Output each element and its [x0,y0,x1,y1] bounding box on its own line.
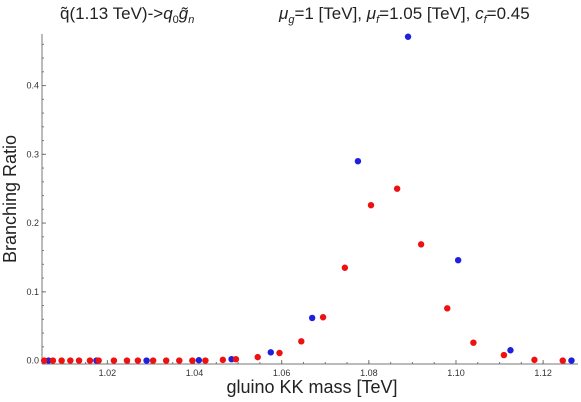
data-point-series-1 [568,357,575,364]
data-point-series-2 [276,349,283,357]
data-point-series-2 [319,314,327,321]
data-point-series-2 [202,357,209,364]
data-point-series-2 [134,357,142,364]
data-point-series-2 [219,356,227,364]
data-point-series-2 [393,185,401,192]
title-product1: q [163,4,173,23]
y-axis-title: Branching Ratio [0,135,20,263]
x-tick-label: 1.08 [360,368,378,378]
data-point-series-2 [417,241,425,248]
y-tick-label: 0.2 [26,218,39,228]
title-product2-sub: n [188,14,194,26]
data-point-series-2 [67,357,74,364]
title-c-f-sub: f [484,14,488,26]
title-mu-g-sub: g [288,14,295,26]
title-particle: q̃ [60,4,69,23]
data-point-series-2 [298,338,305,345]
title-mu-f-value: =1.05 [TeV], [379,4,475,23]
data-point-series-2 [254,353,261,361]
data-point-series-2 [531,356,538,364]
chart-title-right: μg=1 [TeV], μf=1.05 [TeV], cf=0.45 [278,4,530,26]
data-point-series-2 [500,351,508,359]
title-mu-g-value: =1 [TeV], [294,4,366,23]
x-tick-label: 1.02 [99,368,117,378]
title-product1-sub: 0 [173,14,179,26]
data-point-series-2 [75,357,83,364]
y-tick-label: 0.1 [26,287,39,297]
y-tick-label: 0.0 [26,356,39,366]
x-tick-label: 1.06 [273,368,291,378]
data-point-series-2 [176,357,183,364]
data-point-series-1 [454,256,462,264]
data-point-series-1 [354,157,362,165]
title-product2: g̃ [179,4,189,23]
data-points-group [40,33,575,364]
title-arrow: -> [148,4,164,23]
data-point-series-2 [367,201,375,209]
data-point-series-2 [149,357,157,364]
data-point-series-2 [110,357,118,364]
data-point-series-2 [123,357,131,364]
x-tick-label: 1.04 [186,368,204,378]
data-point-series-1 [404,33,412,40]
ticks-group: 1.02 1.04 1.06 1.08 1.10 1.12 0.0 0.1 0.2 0.3 0.4 [26,43,566,378]
title-energy: (1.13 TeV) [69,4,147,23]
y-tick-label: 0.3 [26,149,39,159]
data-point-series-1 [267,349,274,356]
x-tick-label: 1.10 [447,368,465,378]
title-mu-f-sub: f [376,14,380,26]
y-tick-label: 0.4 [26,81,39,91]
chart-title-left: q̃(1.13 TeV)->q0g̃n [60,4,194,26]
data-point-series-1 [308,314,316,322]
title-mu-g-symbol: μ [278,4,289,23]
data-point-series-2 [49,357,57,364]
data-point-series-2 [232,355,240,363]
data-point-series-2 [58,357,65,364]
x-axis-title: gluino KK mass [TeV] [226,377,397,397]
data-point-series-2 [162,357,170,364]
x-tick-label: 1.12 [534,368,552,378]
data-point-series-2 [189,357,196,364]
title-c-f-symbol: c [475,4,484,23]
data-point-series-2 [95,357,102,364]
title-c-f-value: =0.45 [487,4,530,23]
data-point-series-1 [195,357,203,364]
data-point-series-1 [143,357,150,364]
data-point-series-2 [559,357,566,364]
data-point-series-2 [341,264,349,271]
data-point-series-1 [507,347,514,354]
data-point-series-2 [444,305,451,312]
data-point-series-2 [86,357,94,364]
data-point-series-2 [470,339,477,346]
data-point-series-2 [40,357,48,364]
title-mu-f-symbol: μ [366,4,377,23]
